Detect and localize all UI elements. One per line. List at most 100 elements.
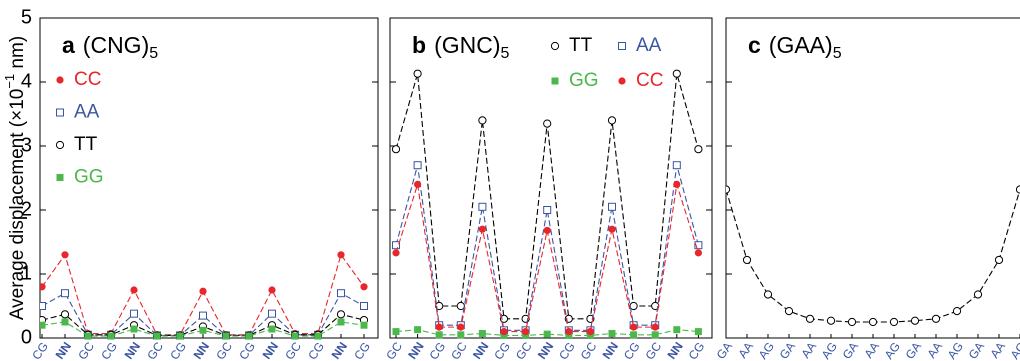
x-tick-label: GC: [144, 339, 166, 361]
marker: [672, 161, 681, 170]
marker: [336, 310, 346, 319]
x-tick-label: CG: [621, 340, 643, 361]
marker: [478, 116, 487, 125]
x-tick-label: NN: [122, 340, 143, 361]
legend-label: CC: [74, 69, 101, 90]
marker: [61, 318, 69, 326]
legend-marker: [618, 77, 626, 85]
x-tick-label: CG: [29, 340, 51, 361]
x-tick-label: CG: [491, 340, 513, 361]
marker: [608, 330, 616, 338]
marker: [153, 332, 161, 340]
marker: [1015, 185, 1020, 194]
series-line: [395, 329, 699, 336]
marker: [222, 332, 230, 340]
y-axis-label: Average displacement (×10−1 nm): [2, 36, 28, 320]
marker: [40, 321, 46, 329]
x-tick-label: GA: [966, 340, 987, 361]
plot-area: [40, 251, 369, 340]
marker: [910, 316, 920, 325]
legend-label: TT: [74, 134, 98, 155]
marker: [630, 323, 638, 331]
marker: [565, 328, 573, 336]
x-tick-label: CG: [426, 340, 448, 361]
x-tick-label: AA: [987, 340, 1008, 361]
marker: [392, 249, 400, 257]
x-tick-label: NN: [664, 340, 685, 361]
legend-label: CC: [636, 70, 663, 91]
marker: [268, 325, 276, 333]
x-tick-label: CG: [236, 340, 258, 361]
x-tick-label: AG: [945, 340, 966, 361]
x-tick-label: CG: [98, 340, 120, 361]
marker: [392, 241, 400, 250]
plot-area: [391, 69, 703, 339]
marker: [742, 255, 752, 265]
marker: [268, 309, 276, 318]
x-tick-label: NN: [329, 340, 350, 361]
x-tick-label: AA: [861, 340, 882, 361]
marker: [457, 331, 465, 339]
marker: [414, 326, 422, 334]
legend-marker: [618, 42, 626, 50]
marker: [478, 202, 487, 211]
marker: [651, 331, 659, 339]
marker: [522, 328, 530, 336]
marker: [672, 69, 681, 78]
marker: [694, 241, 703, 250]
x-tick-label: GC: [75, 339, 97, 361]
panel-title-sub: 5: [833, 45, 842, 62]
marker: [130, 325, 138, 333]
plot-frame: [39, 17, 379, 339]
legend-marker: [550, 41, 560, 51]
marker: [694, 328, 702, 336]
y-tick-label: 5: [21, 6, 32, 28]
marker: [40, 283, 46, 291]
y-label-text: Average displacement (×10: [7, 89, 28, 321]
x-tick-label: AA: [798, 340, 819, 361]
marker: [673, 326, 681, 334]
x-tick-label: AG: [882, 340, 903, 361]
panel-title-text: (CNG): [83, 32, 149, 58]
legend-marker: [55, 140, 65, 150]
marker: [673, 180, 681, 188]
x-tick-label: AG: [756, 340, 777, 361]
x-tick-label: GC: [383, 339, 405, 361]
panel-title-text: (GAA): [769, 32, 833, 58]
x-tick-label: GA: [777, 340, 798, 361]
x-tick-label: GA: [714, 340, 735, 361]
legend-label: AA: [74, 102, 100, 123]
marker: [565, 331, 573, 339]
legend-marker: [56, 76, 64, 84]
x-tick-label: AG: [819, 340, 840, 361]
marker: [456, 301, 465, 311]
x-tick-label: GC: [642, 339, 664, 361]
marker: [543, 226, 551, 235]
marker: [392, 328, 400, 336]
marker: [176, 332, 184, 340]
x-tick-label: CG: [556, 340, 578, 361]
marker: [413, 69, 422, 78]
marker: [931, 314, 941, 323]
x-tick-label: NN: [53, 340, 74, 361]
marker: [543, 206, 552, 214]
marker: [414, 180, 422, 188]
panel-title-sub: 5: [501, 45, 510, 62]
y-tick-label: 4: [21, 70, 32, 92]
marker: [889, 317, 899, 327]
y-label-end: nm): [7, 36, 28, 74]
marker: [130, 286, 138, 294]
legend-marker: [56, 108, 64, 117]
x-tick-label: CG: [351, 340, 373, 361]
marker: [61, 289, 69, 298]
marker: [522, 331, 530, 339]
series-line: [726, 189, 1020, 323]
x-tick-label: NN: [260, 340, 281, 361]
marker: [435, 331, 443, 339]
legend-label: AA: [636, 35, 662, 56]
x-tick-label: AA: [735, 340, 756, 361]
marker: [763, 290, 773, 299]
marker: [726, 185, 731, 194]
y-tick-label: 2: [21, 198, 32, 220]
